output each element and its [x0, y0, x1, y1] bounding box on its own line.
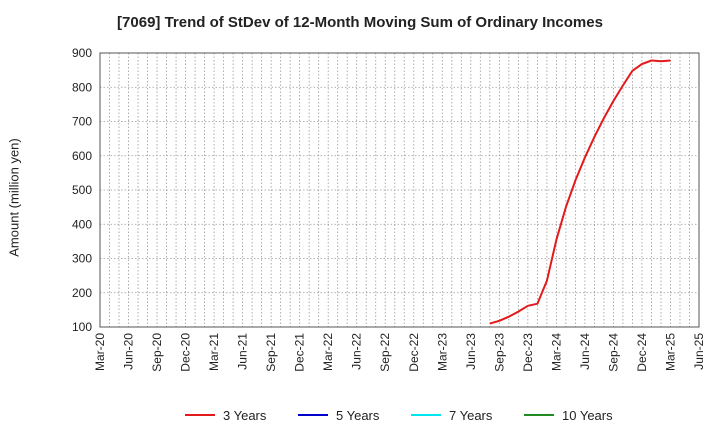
x-tick-label: Jun-24	[578, 333, 592, 370]
x-tick-label: Jun-20	[122, 333, 136, 370]
x-tick-label: Dec-21	[293, 333, 307, 372]
x-tick-label: Sep-20	[150, 333, 164, 372]
legend: 3 Years 5 Years 7 Years 10 Years	[185, 408, 613, 423]
x-tick-label: Jun-22	[350, 333, 364, 370]
y-tick-label: 200	[72, 286, 92, 300]
x-tick-labels: Mar-20 Jun-20 Sep-20 Dec-20 Mar-21 Jun-21 Sep-…	[93, 333, 706, 372]
y-tick-label: 900	[72, 46, 92, 60]
y-tick-label: 500	[72, 183, 92, 197]
x-tick-label: Mar-21	[207, 333, 221, 371]
x-tick-label: Sep-21	[264, 333, 278, 372]
legend-label: 7 Years	[449, 408, 493, 423]
legend-label: 5 Years	[336, 408, 380, 423]
y-tick-label: 800	[72, 80, 92, 94]
y-tick-label: 300	[72, 252, 92, 266]
x-tick-label: Sep-22	[378, 333, 392, 372]
y-tick-label: 100	[72, 320, 92, 334]
plot-frame	[99, 52, 700, 328]
y-tick-label: 700	[72, 115, 92, 129]
legend-label: 3 Years	[223, 408, 267, 423]
x-tick-label: Sep-24	[606, 333, 620, 372]
series-layer	[489, 59, 671, 325]
x-tick-label: Mar-22	[321, 333, 335, 371]
x-tick-label: Mar-25	[663, 333, 677, 371]
x-tick-label: Jun-21	[236, 333, 250, 370]
y-tick-labels: 100 200 300 400 500 600 700 800 900	[72, 46, 92, 334]
x-tick-label: Dec-23	[521, 333, 535, 372]
x-tick-label: Mar-20	[93, 333, 107, 371]
x-tick-label: Mar-23	[435, 333, 449, 371]
x-tick-label: Dec-20	[179, 333, 193, 372]
legend-label: 10 Years	[562, 408, 613, 423]
x-tick-label: Sep-23	[492, 333, 506, 372]
x-tick-label: Jun-25	[692, 333, 706, 370]
series-line	[489, 59, 671, 325]
chart-title: [7069] Trend of StDev of 12-Month Moving…	[117, 14, 603, 31]
y-tick-label: 400	[72, 217, 92, 231]
x-tick-label: Dec-22	[407, 333, 421, 372]
x-tick-label: Dec-24	[635, 333, 649, 372]
x-tick-label: Mar-24	[549, 333, 563, 371]
y-tick-label: 600	[72, 149, 92, 163]
grid-layer	[100, 53, 699, 327]
x-tick-label: Jun-23	[464, 333, 478, 370]
